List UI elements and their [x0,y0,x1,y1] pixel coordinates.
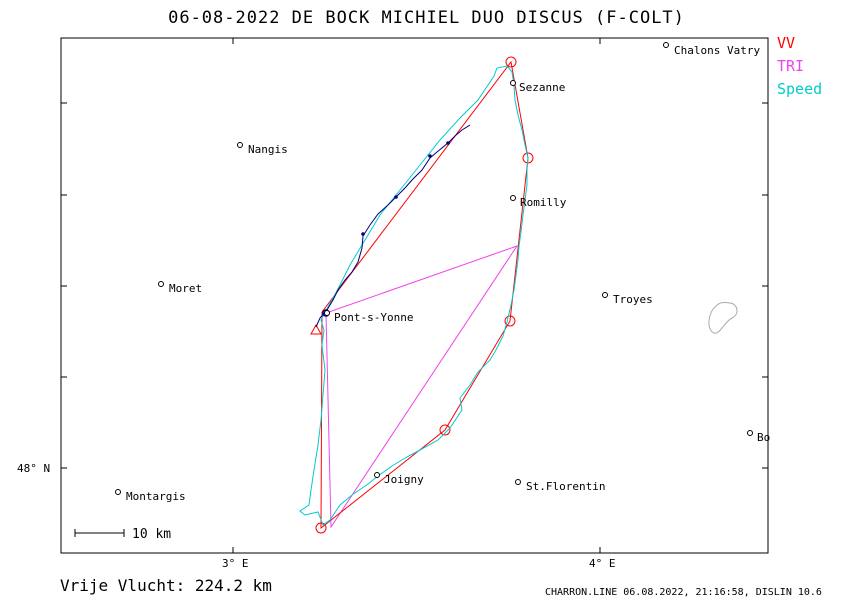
task-tri [325,245,519,529]
place-nangis: Nangis [248,143,288,156]
free-flight-distance: Vrije Vlucht: 224.2 km [60,576,272,595]
place-romilly: Romilly [520,196,567,209]
lake-outline [708,301,738,334]
climb-markers [361,141,450,236]
place-st-florentin: St.Florentin [526,480,605,493]
map-frame [60,37,769,554]
legend-tri: TRI [777,57,805,75]
place-joigny: Joigny [384,473,424,486]
y-tick-48n: 48° N [17,462,50,475]
axis-ticks [61,38,768,553]
climb-track [315,124,471,328]
plot-metadata: CHARRON.LINE 06.08.2022, 21:16:58, DISLI… [545,587,822,598]
legend-vv: VV [777,34,796,52]
place-montargis: Montargis [126,490,186,503]
place-pont-s-yonne: Pont-s-Yonne [334,311,413,324]
place-troyes: Troyes [613,293,653,306]
x-tick-3e: 3° E [222,557,249,570]
place-chalons-vatry: Chalons Vatry [674,44,760,57]
place-sezanne: Sezanne [519,81,565,94]
scale-bar [74,529,125,537]
x-tick-4e: 4° E [589,557,616,570]
place-moret: Moret [169,282,202,295]
legend-speed: Speed [777,80,823,98]
flight-track [299,65,529,526]
task-vv [320,60,529,530]
place-bo: Bo [757,431,770,444]
turnpoints [310,56,534,534]
places: Chalons Vatry Sezanne Nangis Romilly Mor… [115,42,770,503]
map-title: 06-08-2022 DE BOCK MICHIEL DUO DISCUS (F… [168,8,685,28]
scale-bar-label: 10 km [132,527,171,542]
